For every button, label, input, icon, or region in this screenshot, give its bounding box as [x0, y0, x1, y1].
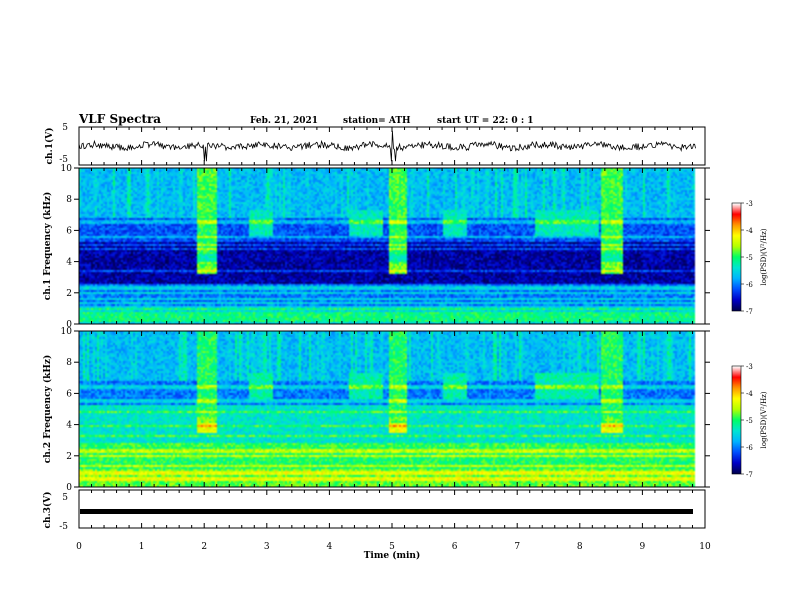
ch2-spectrogram-ylabel: ch.2 Frequency (kHz) [42, 355, 53, 464]
ch2-spectrogram-yticks: 0 2 4 6 8 10 [61, 327, 710, 493]
colorbar-tick-label: -5 [746, 254, 753, 262]
ch2-ytick-label: 6 [66, 389, 72, 399]
ch1-ytick-label: 10 [61, 164, 73, 174]
time-tick-label: 4 [327, 542, 333, 552]
ch3-waveform-panel: 5 -5 ch.3(V) [42, 489, 706, 532]
ch1-ytick-label: 6 [66, 226, 72, 236]
time-tick-label: 8 [577, 542, 583, 552]
colorbar-tick-label: -3 [746, 363, 753, 371]
ch2-ytick-label: 8 [66, 358, 72, 368]
ch1-colorbar-ticks: -3 -4 -5 -6 -7 [741, 200, 753, 316]
time-axis-ticks [78, 127, 706, 528]
ch1-ytick-bottom: -5 [59, 155, 68, 165]
station-label: station= ATH [343, 116, 411, 126]
ch1-waveform-panel: 5 -5 ch.1(V) [44, 123, 706, 166]
colorbar-tick-label: -5 [746, 417, 753, 425]
ch1-spectrogram-yticks: 0 2 4 6 8 10 [61, 164, 710, 330]
colorbar-tick-label: -7 [746, 471, 753, 479]
colorbar-tick-label: -6 [746, 281, 753, 289]
time-tick-label: 9 [640, 542, 646, 552]
colorbar-tick-label: -3 [746, 200, 753, 208]
ch1-spectrogram-image [79, 168, 705, 324]
time-tick-label: 6 [452, 542, 458, 552]
time-tick-label: 5 [389, 542, 395, 552]
colorbar-tick-label: -4 [746, 390, 753, 398]
ch1-spectrogram-ylabel: ch.1 Frequency (kHz) [42, 192, 53, 301]
ch2-ytick-label: 0 [66, 483, 72, 493]
ch3-ylabel: ch.3(V) [42, 492, 53, 529]
time-tick-label: 10 [699, 542, 711, 552]
ch3-ytick-top: 5 [62, 493, 68, 503]
ch1-waveform-line [78, 130, 696, 162]
ch2-spectrogram-image [79, 331, 705, 487]
ch3-waveform-trace [80, 509, 693, 514]
ch2-colorbar-label: log(PSD)(V²/Hz) [760, 391, 768, 448]
time-tick-label: 2 [201, 542, 207, 552]
ch2-ytick-label: 2 [66, 452, 72, 462]
time-axis-label: Time (min) [364, 550, 421, 561]
ch3-ytick-bottom: -5 [59, 522, 68, 532]
time-tick-label: 0 [76, 542, 82, 552]
ch1-ytick-label: 4 [66, 258, 72, 268]
ch2-colorbar-ticks: -3 -4 -5 -6 -7 [741, 363, 753, 479]
colorbar-tick-label: -7 [746, 308, 753, 316]
ch1-ylabel: ch.1(V) [44, 128, 55, 165]
ch1-colorbar-label: log(PSD)(V²/Hz) [760, 228, 768, 285]
time-tick-label: 3 [264, 542, 270, 552]
ch1-colorbar-image [732, 203, 741, 311]
ch2-ytick-label: 10 [61, 327, 73, 337]
time-tick-label: 1 [139, 542, 145, 552]
ch2-ytick-label: 4 [66, 421, 72, 431]
start-time-label: start UT = 22: 0 : 1 [437, 116, 534, 126]
ch1-ytick-label: 2 [66, 289, 72, 299]
time-axis-tick-labels: 0 1 2 3 4 5 6 7 8 9 10 [76, 542, 711, 552]
time-tick-label: 7 [514, 542, 520, 552]
colorbar-tick-label: -6 [746, 444, 753, 452]
date-label: Feb. 21, 2021 [250, 116, 318, 126]
figure-title: VLF Spectra [78, 112, 161, 126]
ch1-ytick-label: 0 [66, 320, 72, 330]
ch2-colorbar-image [732, 366, 741, 474]
ch1-ytick-label: 8 [66, 195, 72, 205]
ch1-ytick-top: 5 [62, 123, 68, 133]
colorbar-tick-label: -4 [746, 227, 753, 235]
